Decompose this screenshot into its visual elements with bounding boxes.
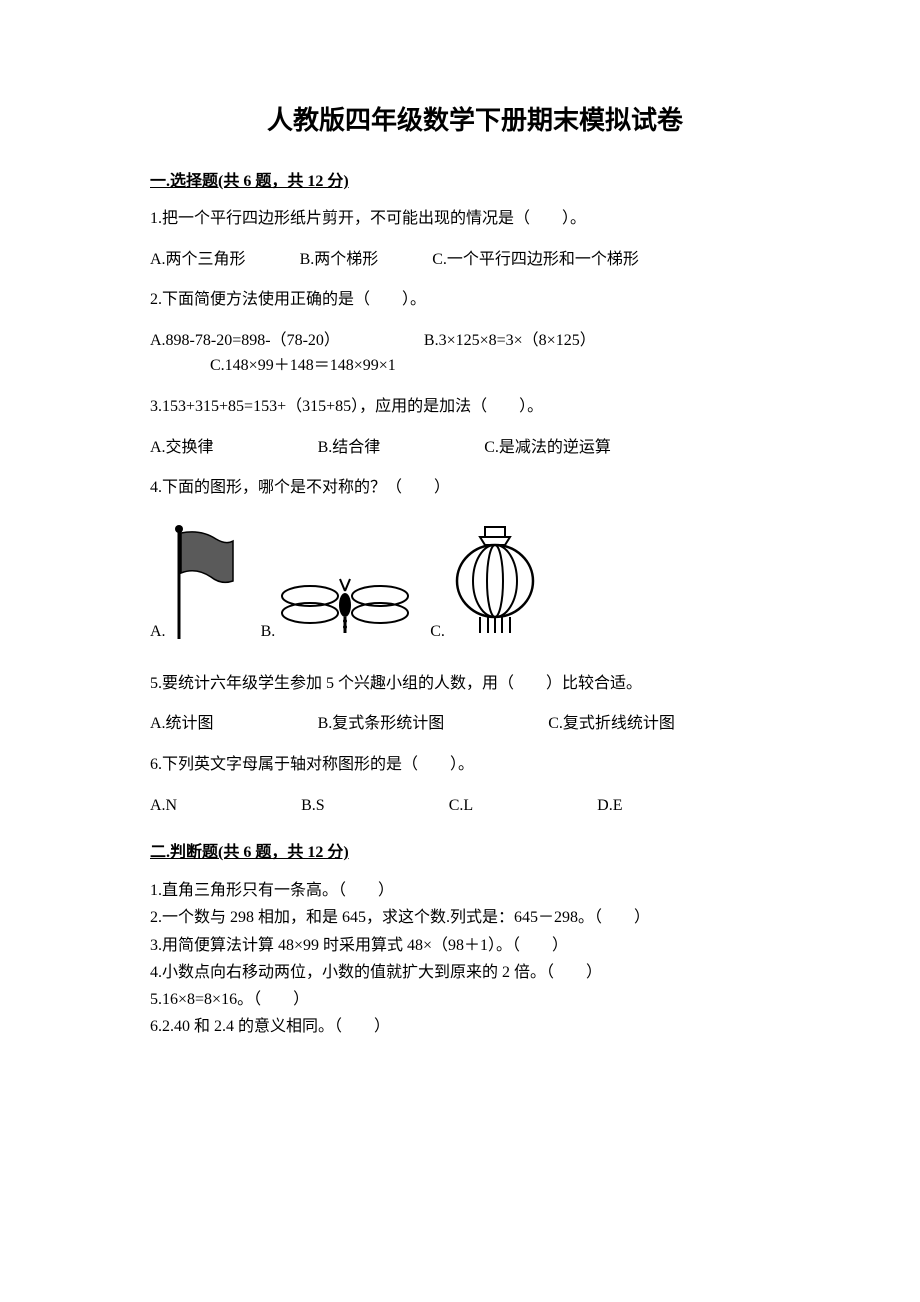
- q4-opt-c: C.: [430, 521, 540, 641]
- q2-opt-a: A.898-78-20=898-（78-20）: [150, 328, 340, 354]
- q1-options: A.两个三角形 B.两个梯形 C.一个平行四边形和一个梯形: [150, 247, 800, 273]
- s2-q6: 6.2.40 和 2.4 的意义相同。（ ）: [150, 1013, 800, 1040]
- q4-opt-a: A.: [150, 521, 241, 641]
- q5-opt-a: A.统计图: [150, 711, 214, 737]
- flag-icon: [171, 521, 241, 641]
- q5-opt-b: B.复式条形统计图: [318, 711, 445, 737]
- q4-label-c: C.: [430, 623, 445, 641]
- q2-text: 2.下面简便方法使用正确的是（ ）。: [150, 287, 800, 313]
- q2-opt-b: B.3×125×8=3×（8×125）: [424, 332, 596, 349]
- q2-options: A.898-78-20=898-（78-20） B.3×125×8=3×（8×1…: [150, 328, 800, 379]
- q6-opt-d: D.E: [597, 797, 622, 814]
- q4-opt-b: B.: [261, 571, 411, 641]
- q1-text: 1.把一个平行四边形纸片剪开，不可能出现的情况是（ ）。: [150, 206, 800, 232]
- lantern-icon: [450, 521, 540, 641]
- q1-opt-b: B.两个梯形: [300, 247, 379, 273]
- q4-text: 4.下面的图形，哪个是不对称的？（ ）: [150, 475, 800, 501]
- q3-opt-c: C.是减法的逆运算: [484, 439, 611, 456]
- q6-opt-b: B.S: [301, 793, 325, 819]
- s2-q4: 4.小数点向右移动两位，小数的值就扩大到原来的 2 倍。（ ）: [150, 959, 800, 986]
- s2-q2: 2.一个数与 298 相加，和是 645，求这个数.列式是：645－298。（ …: [150, 904, 800, 931]
- q3-options: A.交换律 B.结合律 C.是减法的逆运算: [150, 435, 800, 461]
- q5-text: 5.要统计六年级学生参加 5 个兴趣小组的人数，用（ ）比较合适。: [150, 671, 800, 697]
- q6-options: A.N B.S C.L D.E: [150, 793, 800, 819]
- q6-opt-a: A.N: [150, 793, 177, 819]
- page-title: 人教版四年级数学下册期末模拟试卷: [150, 100, 800, 137]
- q4-label-a: A.: [150, 623, 166, 641]
- q1-opt-a: A.两个三角形: [150, 247, 246, 273]
- q1-opt-c: C.一个平行四边形和一个梯形: [432, 251, 639, 268]
- s2-q1: 1.直角三角形只有一条高。（ ）: [150, 877, 800, 904]
- q6-opt-c: C.L: [449, 793, 473, 819]
- q5-opt-c: C.复式折线统计图: [548, 715, 675, 732]
- q2-opt-c: C.148×99＋148＝148×99×1: [210, 357, 396, 374]
- q3-opt-a: A.交换律: [150, 435, 214, 461]
- s2-q3: 3.用简便算法计算 48×99 时采用算式 48×（98＋1）。（ ）: [150, 932, 800, 959]
- q3-text: 3.153+315+85=153+（315+85），应用的是加法（ ）。: [150, 394, 800, 420]
- q5-options: A.统计图 B.复式条形统计图 C.复式折线统计图: [150, 711, 800, 737]
- q3-opt-b: B.结合律: [318, 435, 381, 461]
- section1-header: 一.选择题(共 6 题，共 12 分): [150, 167, 800, 191]
- q4-images: A. B. C.: [150, 521, 800, 641]
- q4-label-b: B.: [261, 623, 276, 641]
- s2-q5: 5.16×8=8×16。（ ）: [150, 986, 800, 1013]
- dragonfly-icon: [280, 571, 410, 641]
- q6-text: 6.下列英文字母属于轴对称图形的是（ ）。: [150, 752, 800, 778]
- section2-header: 二.判断题(共 6 题，共 12 分): [150, 838, 800, 862]
